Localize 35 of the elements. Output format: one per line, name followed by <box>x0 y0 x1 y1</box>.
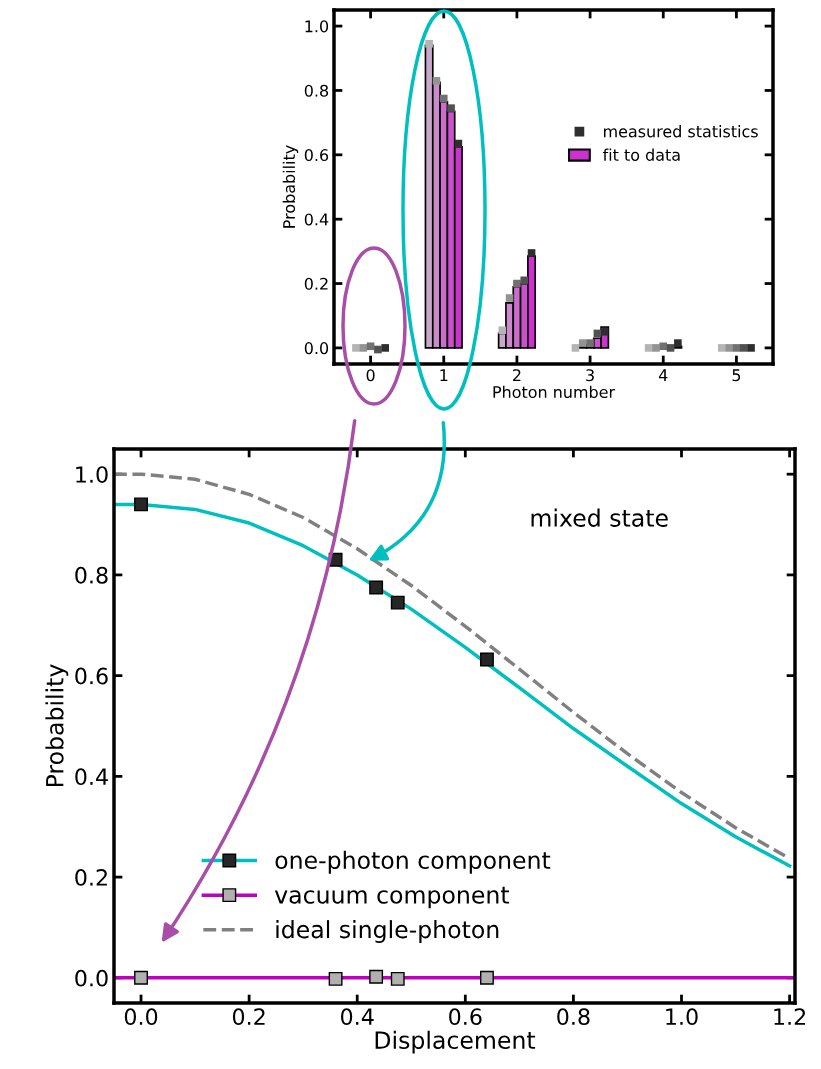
x-tick-label: 0 <box>366 369 375 382</box>
legend-label: measured statistics <box>604 125 758 138</box>
y-tick-label: 0.2 <box>75 869 107 886</box>
y-tick-label: 0.0 <box>304 342 329 355</box>
x-tick-label: 0.4 <box>341 1008 374 1026</box>
x-tick-label: 2 <box>513 369 521 381</box>
x-tick-label: 0.0 <box>124 1008 158 1026</box>
x-axis-title: Displacement <box>375 1030 536 1054</box>
x-tick-label: 4 <box>658 369 668 381</box>
x-tick-label: 1.0 <box>666 1008 698 1026</box>
y-axis-title: Probability <box>45 664 69 787</box>
y-tick-label: 0.8 <box>304 84 329 97</box>
x-tick-label: 0.2 <box>232 1008 265 1026</box>
legend-label: fit to data <box>602 148 680 161</box>
y-axis-title: Probability <box>282 145 299 228</box>
y-tick-label: 0.2 <box>304 277 328 290</box>
x-tick-label: 1 <box>440 369 448 381</box>
y-tick-label: 0.0 <box>75 969 108 987</box>
y-tick-label: 1.0 <box>76 466 108 483</box>
y-tick-label: 0.4 <box>304 213 329 226</box>
legend-label: vacuum component <box>274 886 510 909</box>
y-tick-label: 0.6 <box>75 667 108 685</box>
y-tick-label: 0.4 <box>75 768 108 786</box>
x-axis-title: Photon number <box>493 385 616 399</box>
x-tick-label: 0.8 <box>557 1008 590 1026</box>
x-tick-label: 3 <box>586 369 594 382</box>
annotation: mixed state <box>531 508 668 527</box>
legend-label: one-photon component <box>275 850 551 874</box>
y-tick-label: 1.0 <box>305 20 329 33</box>
y-tick-label: 0.8 <box>75 566 108 584</box>
x-tick-label: 5 <box>732 369 741 382</box>
y-tick-label: 0.6 <box>304 149 329 162</box>
x-tick-label: 0.6 <box>449 1008 482 1026</box>
legend-label: ideal single-photon <box>276 920 499 943</box>
x-tick-label: 1.2 <box>774 1008 806 1025</box>
